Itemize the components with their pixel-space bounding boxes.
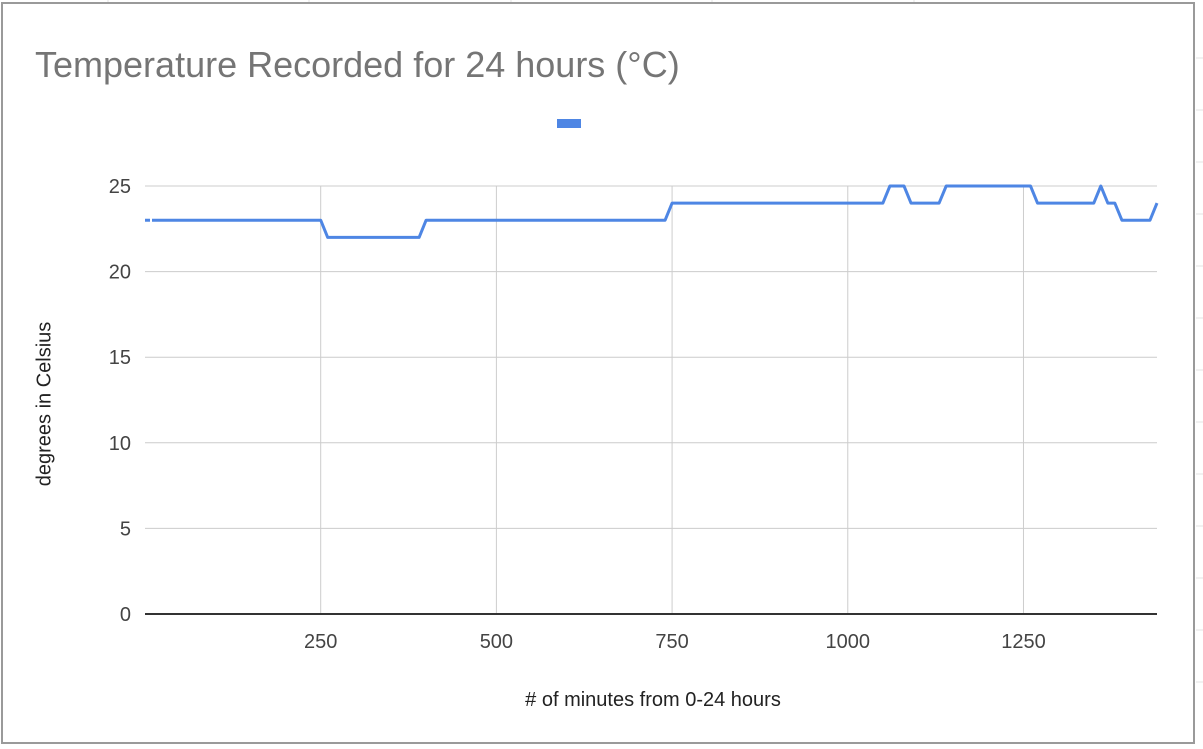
series-group [145,184,1159,239]
x-axis-title: # of minutes from 0-24 hours [525,689,781,711]
y-axis-tick-labels: 0 5 10 15 20 25 [109,176,131,626]
y-tick-label: 10 [109,433,131,455]
legend-series-swatch [557,119,581,128]
x-tick-label: 750 [655,631,688,653]
x-tick-label: 1250 [1001,631,1046,653]
line-chart-plot: 0 5 10 15 20 25 250 500 750 1000 1250 [109,176,1159,653]
x-tick-label: 250 [304,631,337,653]
x-axis-tick-labels: 250 500 750 1000 1250 [304,631,1046,653]
y-tick-label: 0 [120,604,131,626]
x-tick-label: 500 [480,631,513,653]
y-tick-label: 15 [109,347,131,369]
chart-title: Temperature Recorded for 24 hours (°C) [35,44,680,85]
y-tick-label: 5 [120,518,131,540]
series-line [152,184,1159,239]
gridlines [145,185,1157,614]
y-tick-label: 25 [109,176,131,198]
x-tick-label: 1000 [826,631,871,653]
y-tick-label: 20 [109,262,131,284]
y-axis-title: degrees in Celsius [33,321,56,487]
